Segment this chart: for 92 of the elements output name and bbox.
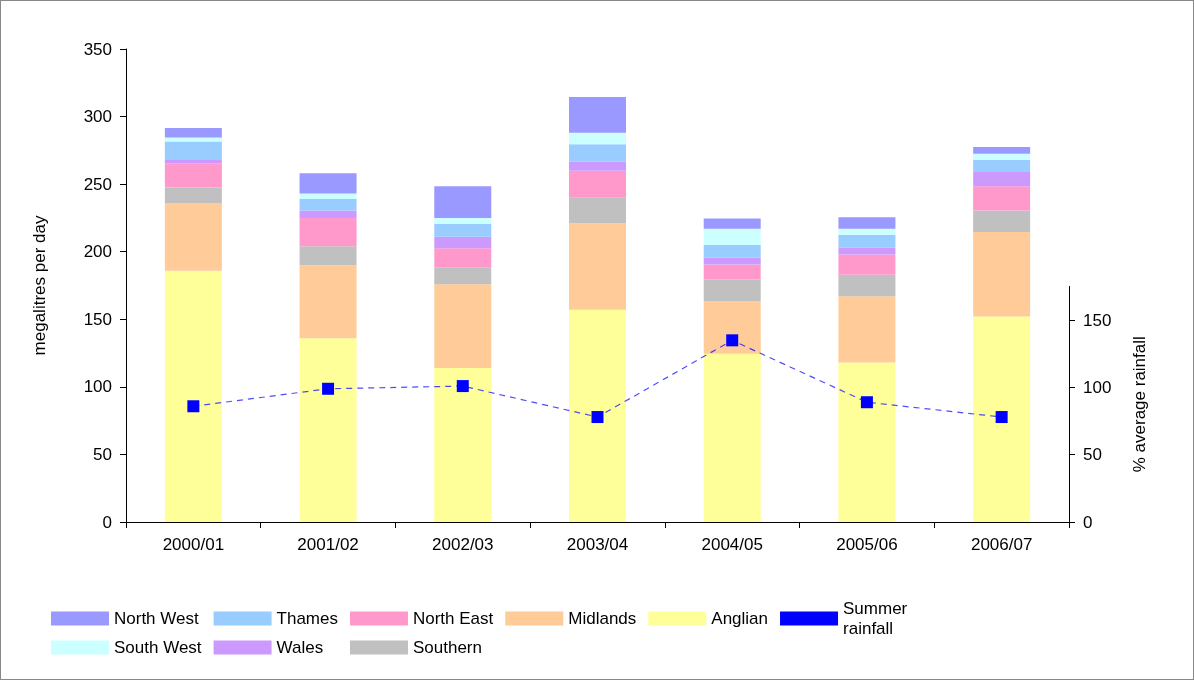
bar: [299, 217, 357, 247]
bar: [164, 159, 222, 164]
bar: [703, 228, 761, 245]
x-tick-label: 2002/03: [432, 535, 494, 554]
bar: [164, 270, 222, 522]
bar: [973, 171, 1031, 187]
bar: [973, 232, 1031, 317]
bar: [569, 96, 626, 133]
point: [456, 380, 469, 393]
bar: [569, 309, 626, 522]
point: [322, 382, 335, 395]
point: [726, 334, 739, 347]
bar: [703, 244, 761, 258]
bar: [703, 353, 761, 522]
bar: [973, 186, 1031, 211]
bar: [164, 187, 222, 204]
y-tick-label: 350: [83, 39, 112, 59]
point: [860, 396, 873, 409]
point: [591, 411, 604, 424]
bar: [838, 234, 896, 248]
bar: [569, 223, 626, 310]
bar: [299, 246, 357, 266]
y2-tick-label: 100: [1083, 377, 1112, 397]
bar: [164, 137, 222, 142]
bar: [973, 159, 1031, 172]
bar: [299, 338, 357, 522]
bar: [838, 217, 896, 229]
legend-label: Southern: [412, 638, 482, 657]
bar: [703, 264, 761, 280]
bar: [434, 267, 492, 285]
legend-label: Summer rainfall: [843, 599, 912, 638]
y-tick-label: 150: [83, 309, 112, 329]
x-tick-label: 2005/06: [836, 535, 898, 554]
bar: [299, 193, 357, 200]
bar: [838, 362, 896, 522]
bar: [973, 153, 1031, 160]
point: [187, 400, 200, 413]
bar: [569, 197, 626, 224]
y-tick-label: 0: [102, 512, 112, 532]
bar: [299, 265, 357, 339]
bar: [164, 163, 222, 188]
bar: [569, 132, 626, 145]
bar: [434, 248, 492, 268]
x-tick-label: 2006/07: [970, 535, 1033, 554]
bar: [973, 146, 1031, 154]
bar: [838, 228, 896, 235]
bar: [164, 141, 222, 160]
bar: [569, 144, 626, 162]
bar: [434, 367, 492, 522]
legend-label: Thames: [276, 609, 338, 628]
bar: [838, 274, 896, 297]
bar: [973, 210, 1031, 233]
bar: [569, 161, 626, 171]
legend-label: Wales: [276, 638, 324, 657]
y-tick-label: 300: [83, 107, 112, 127]
x-tick-label: 2004/05: [701, 535, 763, 554]
y2-tick-label: 150: [1083, 310, 1112, 330]
point: [995, 411, 1008, 424]
bar: [703, 279, 761, 302]
legend-label: North West: [114, 609, 199, 628]
legend-label: Anglian: [711, 609, 769, 628]
y-tick-label: 100: [83, 377, 112, 397]
bar: [299, 199, 357, 211]
y-axis-title: megalitres per day: [30, 215, 49, 356]
x-tick-label: 2000/01: [162, 535, 225, 554]
bar: [703, 301, 761, 354]
bar: [164, 128, 222, 138]
bar: [299, 210, 357, 218]
y-tick-label: 200: [83, 242, 112, 262]
y2-tick-label: 0: [1083, 512, 1093, 532]
bar: [434, 284, 492, 368]
bar: [434, 186, 492, 218]
bar: [703, 257, 761, 265]
y2-tick-label: 50: [1083, 445, 1102, 465]
bar: [703, 218, 761, 229]
bar: [299, 173, 357, 194]
x-tick-label: 2003/04: [566, 535, 629, 554]
bar: [838, 254, 896, 275]
x-tick-label: 2001/02: [297, 535, 359, 554]
legend-label: Midlands: [568, 609, 637, 628]
bar: [434, 224, 492, 237]
bar: [569, 170, 626, 198]
bar: [164, 203, 222, 271]
legend-label: South West: [114, 638, 202, 657]
bar: [973, 316, 1031, 522]
legend-label: North East: [412, 609, 494, 628]
y2-axis-title: % average rainfall: [1130, 336, 1149, 473]
y-tick-label: 250: [83, 174, 112, 194]
bar: [838, 296, 896, 363]
bar: [434, 217, 492, 225]
bar: [434, 236, 492, 249]
y-tick-label: 50: [93, 444, 112, 464]
